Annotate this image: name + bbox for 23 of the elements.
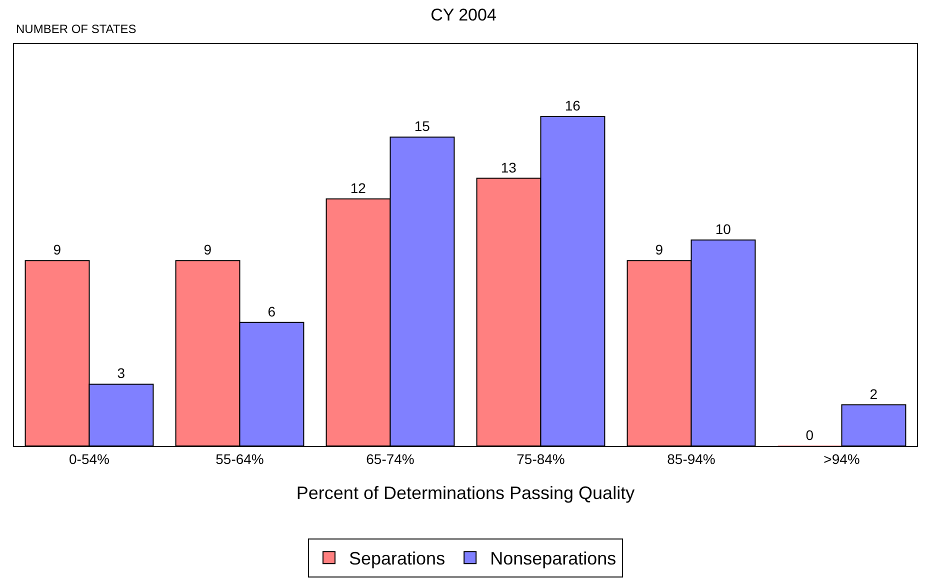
data-label: 9 xyxy=(53,242,62,258)
x-tick-label: 65-74% xyxy=(366,450,414,467)
x-tick-label: 55-64% xyxy=(216,450,264,467)
legend-label: Nonseparations xyxy=(490,548,616,569)
x-tick-label: >94% xyxy=(824,450,860,467)
data-label: 0 xyxy=(806,427,814,443)
data-label: 9 xyxy=(204,242,212,258)
data-label: 3 xyxy=(117,365,126,382)
data-label: 9 xyxy=(655,242,664,258)
data-label: 15 xyxy=(414,118,430,134)
x-axis-title: Percent of Determinations Passing Quality xyxy=(296,482,635,503)
x-tick-label: 75-84% xyxy=(516,450,565,467)
chart-title: CY 2004 xyxy=(430,6,496,25)
x-tick-label: 85-94% xyxy=(667,450,716,467)
data-label: 6 xyxy=(268,303,276,320)
data-label: 10 xyxy=(715,221,732,238)
legend-label: Separations xyxy=(349,548,446,569)
data-label: 2 xyxy=(870,386,878,402)
data-label: 13 xyxy=(500,159,517,176)
text: NUMBER OF STATES xyxy=(16,22,136,36)
data-label: 16 xyxy=(564,97,581,114)
x-tick-label: 0-54% xyxy=(69,450,110,467)
data-label: 12 xyxy=(350,180,366,196)
